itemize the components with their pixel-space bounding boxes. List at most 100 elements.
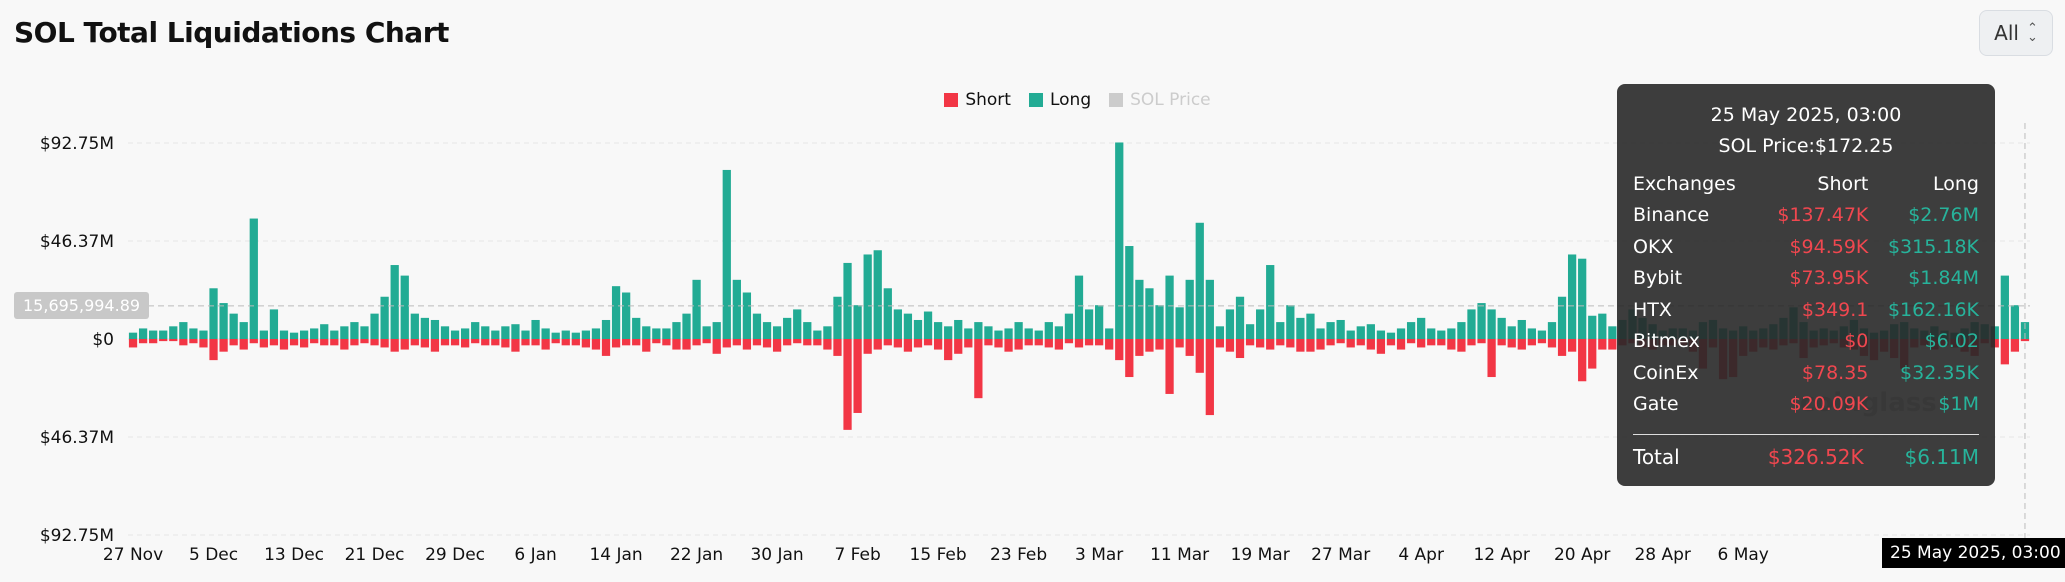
bar-short	[1195, 339, 1204, 373]
bar-short	[873, 339, 882, 350]
bar-long	[1517, 319, 1526, 339]
x-tick-label: 7 Feb	[834, 545, 880, 565]
bar-short	[923, 339, 933, 346]
bar-long	[1406, 322, 1416, 339]
bar-long	[350, 322, 359, 339]
bar-long	[249, 218, 258, 339]
bar-long	[1014, 322, 1023, 339]
bar-long	[1417, 317, 1426, 339]
bar-long	[370, 313, 379, 339]
bar-long	[702, 326, 711, 339]
tooltip-total-short: $326.52K	[1767, 445, 1864, 469]
bar-long	[481, 326, 490, 339]
bar-long	[1598, 313, 1607, 339]
bar-short	[1095, 339, 1104, 346]
bar-short	[299, 339, 309, 348]
tooltip-row: OKX $94.59K $315.18K	[1633, 231, 1979, 263]
bar-short	[410, 339, 419, 346]
bar-long	[722, 169, 731, 339]
range-select[interactable]: All ⌃ ⌄	[1979, 10, 2053, 56]
bar-short	[1326, 339, 1335, 346]
legend-item-short[interactable]: Short	[944, 90, 1011, 110]
bar-long	[1527, 328, 1536, 339]
bar-long	[279, 330, 289, 339]
bar-short	[491, 339, 500, 346]
x-tick-label: 19 Mar	[1231, 545, 1290, 565]
bar-short	[1266, 339, 1275, 350]
bar-short	[1537, 339, 1547, 344]
bar-short	[2010, 339, 2020, 352]
bar-long	[783, 317, 792, 339]
bar-long	[1245, 324, 1255, 339]
bar-long	[551, 332, 560, 339]
bar-short	[1417, 339, 1426, 348]
legend-label-short: Short	[965, 90, 1011, 110]
legend-label-long: Long	[1049, 90, 1092, 110]
bar-long	[511, 324, 520, 339]
x-tick-label: 14 Jan	[589, 545, 642, 565]
bar-long	[732, 279, 741, 339]
y-tick-label: $92.75M	[40, 526, 114, 546]
bar-long	[430, 319, 440, 339]
bar-long	[209, 288, 218, 339]
bar-long	[1115, 142, 1124, 339]
bar-short	[1467, 339, 1476, 346]
bar-short	[1608, 339, 1617, 350]
bar-long	[1386, 332, 1396, 339]
legend-swatch-long	[1028, 93, 1043, 107]
bar-short	[1135, 339, 1144, 356]
bar-short	[994, 339, 1003, 348]
bar-long	[1034, 330, 1043, 339]
tooltip-short-value: $94.59K	[1789, 235, 1869, 258]
bar-short	[380, 339, 389, 348]
bar-long	[833, 296, 842, 339]
bar-long	[299, 330, 309, 339]
bar-short	[1507, 339, 1516, 348]
bar-short	[461, 339, 470, 348]
bar-short	[672, 339, 681, 350]
tooltip-short-value: $0	[1844, 330, 1869, 353]
bar-long	[320, 324, 329, 339]
y-tick-label: $46.37M	[40, 232, 114, 252]
bar-long	[1567, 254, 1577, 339]
bar-long	[491, 330, 500, 339]
bar-long	[1074, 275, 1084, 339]
bar-short	[249, 339, 258, 344]
bar-short	[913, 339, 923, 348]
tooltip-table: Exchanges Short Long Binance $137.47K $2.7…	[1633, 168, 1979, 420]
bar-long	[1185, 279, 1194, 339]
bar-long	[984, 326, 993, 339]
bar-short	[883, 339, 892, 346]
x-tick-label: 29 Dec	[425, 545, 485, 565]
bar-long	[561, 330, 570, 339]
bar-long	[400, 275, 409, 339]
range-select-value: All	[1994, 21, 2019, 45]
bar-short	[138, 339, 148, 344]
bar-short	[209, 339, 218, 361]
bar-long	[1376, 330, 1386, 339]
bar-short	[269, 339, 279, 346]
legend-item-sol-price[interactable]: SOL Price	[1109, 90, 1211, 110]
bar-long	[933, 322, 943, 339]
bar-long	[219, 303, 228, 339]
bar-long	[642, 326, 651, 339]
bar-long	[1235, 296, 1245, 339]
tooltip: 25 May 2025, 03:00 SOL Price:$172.25 Exc…	[1617, 84, 1995, 486]
tooltip-short-value: $137.47K	[1777, 204, 1869, 227]
bar-long	[169, 326, 178, 339]
crosshair-y-label: 15,695,994.89	[14, 292, 150, 319]
bar-short	[440, 339, 450, 346]
bar-long	[1507, 326, 1516, 339]
bar-long	[1054, 326, 1063, 339]
bar-long	[450, 330, 460, 339]
tooltip-exchange: Gate	[1633, 393, 1679, 416]
legend-item-long[interactable]: Long	[1028, 90, 1092, 110]
bar-short	[531, 339, 540, 346]
bar-short	[1004, 339, 1013, 352]
bar-short	[1306, 339, 1315, 352]
bar-long	[803, 322, 812, 339]
bar-long	[1497, 317, 1506, 339]
bar-long	[1044, 322, 1053, 339]
bar-short	[1235, 339, 1245, 359]
bar-short	[430, 339, 440, 352]
